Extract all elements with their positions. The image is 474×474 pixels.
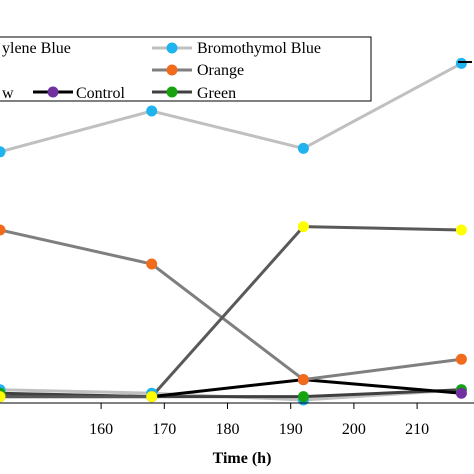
legend-marker-green [166,86,178,98]
data-point-4-0 [0,391,6,403]
x-tick-label: 190 [279,421,303,438]
legend-marker-control [47,86,59,98]
data-point-2-3 [455,387,467,399]
series-line-4 [0,225,462,399]
legend-label-control: Control [76,85,125,102]
data-point-0-2 [297,142,309,154]
data-point-1-2 [297,374,309,386]
legend-marker-bromothymol-blue [166,42,178,54]
x-tick-label: 210 [405,421,429,438]
legend-label-partial-1: ylene Blue [2,40,71,57]
x-tick-label: 160 [89,421,113,438]
legend-marker-orange [166,64,178,76]
data-point-0-0 [0,146,6,158]
x-tick-label: 200 [342,421,366,438]
legend-label-green: Green [197,85,236,102]
legend: ylene Blue w Bromothymol Blue Orange Con… [0,36,372,102]
data-point-0-1 [146,105,158,117]
x-axis-title: Time (h) [213,450,272,467]
x-axis-ticks: 160 170 180 190 200 210 [89,403,429,438]
data-point-4-3 [455,224,467,236]
series-line-1 [0,228,462,382]
legend-label-partial-2: w [2,85,14,102]
series-line-0 [0,62,463,154]
data-point-1-0 [0,224,6,236]
data-point-0-3 [455,57,467,69]
data-point-3-2 [297,391,309,403]
data-point-4-1 [146,391,158,403]
series-layer [0,57,467,406]
legend-label-bromothymol-blue: Bromothymol Blue [197,40,321,57]
data-point-1-3 [455,353,467,365]
data-point-4-2 [297,221,309,233]
x-tick-label: 180 [216,421,240,438]
series-line-3 [0,388,462,399]
legend-label-orange: Orange [197,62,244,79]
x-tick-label: 170 [152,421,176,438]
data-point-1-1 [146,258,158,270]
